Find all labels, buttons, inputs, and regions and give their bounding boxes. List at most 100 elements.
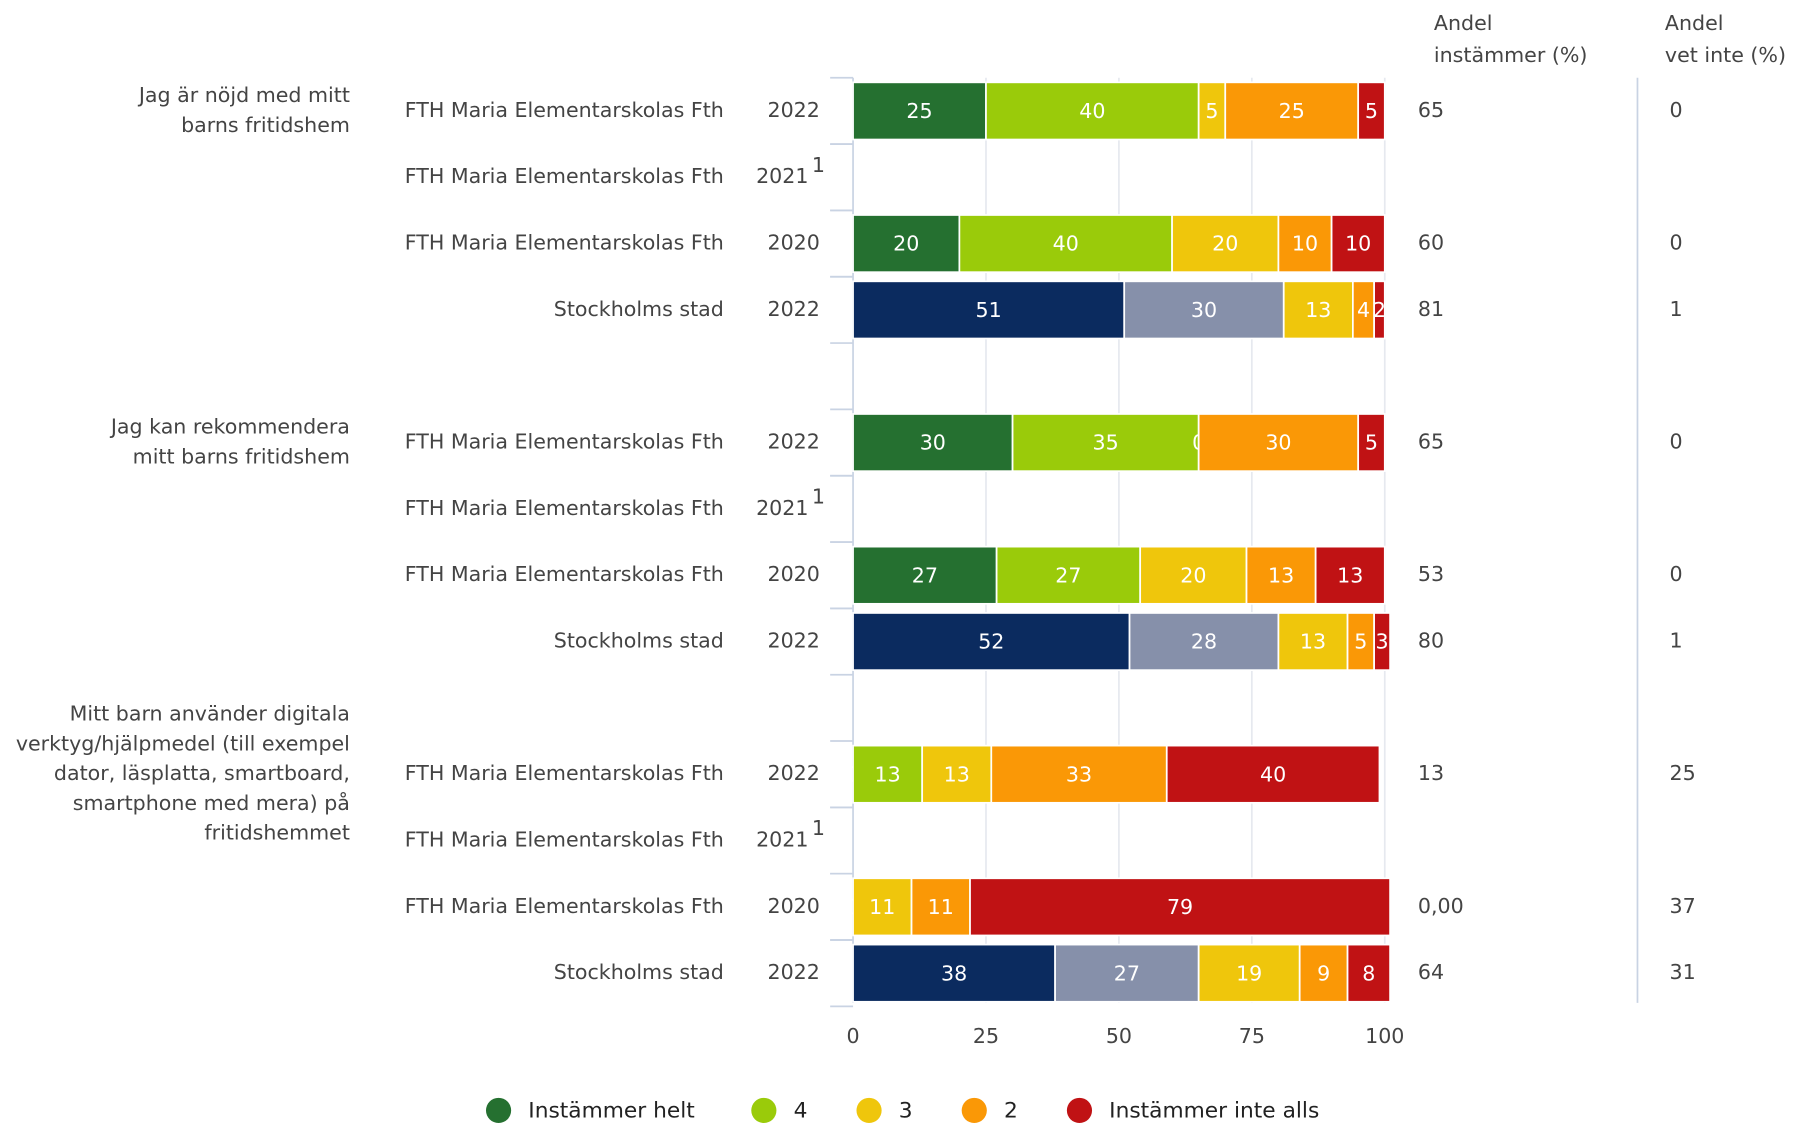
x-tick-label: 75 xyxy=(1239,1024,1265,1048)
column-value: 0 xyxy=(1670,562,1683,586)
segment-label: 30 xyxy=(1191,298,1217,322)
column-value: 60 xyxy=(1418,231,1444,255)
footnote-mark: 1 xyxy=(812,484,825,508)
segment-label: 40 xyxy=(1260,762,1286,786)
year-label: 2020 xyxy=(768,231,820,255)
bar-segment xyxy=(1346,943,1391,1003)
segment-label: 20 xyxy=(1212,232,1238,256)
bar-segment xyxy=(995,545,1142,605)
segment-label: 27 xyxy=(1055,563,1081,587)
column-value: 0 xyxy=(1670,98,1683,122)
segment-label: 13 xyxy=(1337,563,1363,587)
segment-label: 5 xyxy=(1365,431,1378,455)
entity-label: FTH Maria Elementarskolas Fth xyxy=(405,98,724,122)
column-value: 80 xyxy=(1418,629,1444,653)
bar-segment xyxy=(1128,612,1280,671)
column-value: 37 xyxy=(1670,894,1696,918)
bar-segment xyxy=(1139,545,1248,605)
year-label: 2020 xyxy=(768,562,820,586)
entity-label: Stockholms stad xyxy=(554,297,724,321)
segment-label: 5 xyxy=(1354,630,1367,654)
legend-label: 4 xyxy=(794,1099,808,1123)
column-value: 53 xyxy=(1418,562,1444,586)
segment-label: 9 xyxy=(1317,961,1330,985)
bar-segment xyxy=(1330,214,1386,274)
entity-label: FTH Maria Elementarskolas Fth xyxy=(405,164,724,188)
column-header: instämmer (%) xyxy=(1434,43,1588,67)
segment-label: 4 xyxy=(1357,298,1370,322)
year-label: 2022 xyxy=(768,98,820,122)
year-label: 2022 xyxy=(768,629,820,653)
segment-label: 52 xyxy=(978,630,1004,654)
legend-swatch xyxy=(1066,1097,1093,1123)
entity-label: FTH Maria Elementarskolas Fth xyxy=(405,430,724,454)
bar-segment xyxy=(1346,612,1375,671)
bar-segment xyxy=(852,612,1131,671)
bar-segment xyxy=(1373,612,1391,671)
segment-label: 79 xyxy=(1167,895,1193,919)
bar-segment xyxy=(852,943,1056,1003)
year-label: 2021 xyxy=(756,164,808,188)
segment-label: 10 xyxy=(1345,232,1371,256)
column-value: 0 xyxy=(1670,430,1683,454)
bar-segment xyxy=(1224,81,1360,141)
entity-label: FTH Maria Elementarskolas Fth xyxy=(405,761,724,785)
column-value: 64 xyxy=(1418,960,1444,984)
bar-segment xyxy=(852,877,913,937)
footnote-mark: 1 xyxy=(812,816,825,840)
segment-label: 11 xyxy=(928,895,954,919)
year-label: 2022 xyxy=(768,297,820,321)
segment-label: 13 xyxy=(1305,298,1331,322)
year-label: 2022 xyxy=(768,960,820,984)
segment-label: 25 xyxy=(1279,99,1305,123)
segment-label: 10 xyxy=(1292,232,1318,256)
bar-segment xyxy=(1197,943,1301,1003)
column-value: 0 xyxy=(1670,231,1683,255)
segment-label: 33 xyxy=(1066,762,1092,786)
x-tick-label: 100 xyxy=(1365,1024,1404,1048)
segment-label: 28 xyxy=(1191,630,1217,654)
bar-segment xyxy=(1314,545,1386,605)
entity-label: Stockholms stad xyxy=(554,629,724,653)
entity-label: FTH Maria Elementarskolas Fth xyxy=(405,894,724,918)
question-label: verktyg/hjälpmedel (till exempel xyxy=(16,731,350,755)
bar-segment xyxy=(910,877,971,937)
segment-label: 30 xyxy=(920,431,946,455)
bar-segment xyxy=(1171,214,1280,274)
entity-label: Stockholms stad xyxy=(554,960,724,984)
bar-segment xyxy=(1011,413,1200,473)
bar-segment xyxy=(852,214,961,274)
year-label: 2022 xyxy=(768,430,820,454)
segment-label: 8 xyxy=(1362,961,1375,985)
segment-label: 5 xyxy=(1365,99,1378,123)
question-label: mitt barns fritidshem xyxy=(133,444,350,468)
bar-segment xyxy=(1373,280,1386,340)
bar-segment xyxy=(852,744,924,804)
x-tick-label: 25 xyxy=(973,1024,999,1048)
bar-segment xyxy=(1357,413,1386,473)
segment-label: 40 xyxy=(1079,99,1105,123)
bar-segment xyxy=(1298,943,1349,1003)
segment-label: 11 xyxy=(869,895,895,919)
legend-swatch xyxy=(751,1097,777,1123)
segment-label: 51 xyxy=(976,298,1002,322)
column-value: 25 xyxy=(1670,761,1696,785)
bar-segment xyxy=(1282,280,1354,340)
legend-label: Instämmer inte alls xyxy=(1109,1099,1319,1123)
column-value: 65 xyxy=(1418,430,1444,454)
bar-segment xyxy=(1123,280,1285,340)
x-tick-label: 0 xyxy=(847,1024,860,1048)
bar-segment xyxy=(1357,81,1386,141)
column-value: 13 xyxy=(1418,761,1444,785)
year-label: 2021 xyxy=(756,496,808,520)
column-value: 81 xyxy=(1418,297,1444,321)
legend-swatch xyxy=(961,1097,987,1123)
bar-segment xyxy=(990,744,1168,804)
segment-label: 5 xyxy=(1205,99,1218,123)
column-value: 31 xyxy=(1670,960,1696,984)
question-label: smartphone med mera) på xyxy=(73,790,350,815)
segment-label: 19 xyxy=(1236,961,1262,985)
year-label: 2021 xyxy=(756,828,808,852)
column-value: 0,00 xyxy=(1418,894,1464,918)
